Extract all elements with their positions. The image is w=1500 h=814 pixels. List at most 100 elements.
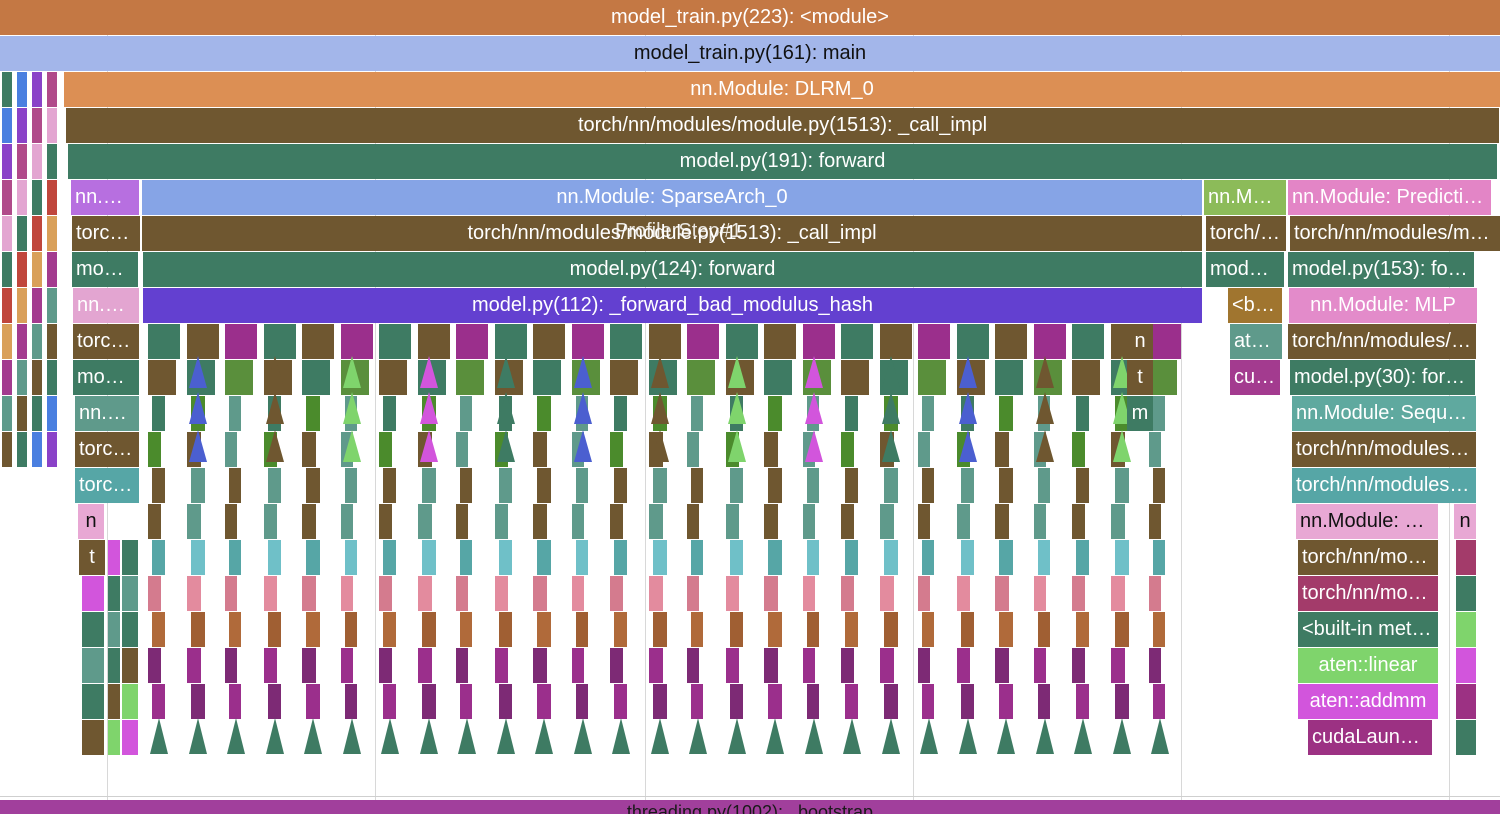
trace-slice[interactable]: nn.Module: Sequential xyxy=(1292,396,1476,431)
call-bar xyxy=(918,432,930,467)
call-bar xyxy=(575,684,588,719)
trace-slice[interactable]: model.py(153): forward xyxy=(1288,252,1474,287)
call-bar xyxy=(344,540,357,575)
call-bar xyxy=(17,252,27,287)
trace-slice[interactable]: torch/nn/modules/module.py(1513): _call_… xyxy=(66,108,1499,143)
trace-slice[interactable]: nn.Module: MLP xyxy=(1289,288,1477,323)
flow-arrow-icon xyxy=(342,356,361,388)
call-bar xyxy=(841,576,854,611)
call-bar xyxy=(152,612,165,647)
call-bar xyxy=(267,684,281,719)
call-bar xyxy=(32,144,42,179)
call-bar xyxy=(999,612,1013,647)
call-bar xyxy=(995,576,1009,611)
call-bar xyxy=(122,540,138,575)
trace-slice[interactable]: m xyxy=(1127,396,1153,431)
call-bar xyxy=(956,648,970,683)
trace-slice[interactable]: aten::linear xyxy=(1298,648,1438,683)
trace-slice[interactable]: nn.Module: ... xyxy=(71,180,139,215)
call-bar xyxy=(17,432,27,467)
call-bar xyxy=(1114,540,1129,575)
call-bar xyxy=(2,288,12,323)
flow-arrow-icon xyxy=(804,430,823,462)
trace-slice[interactable]: nn.Module: Linear xyxy=(1296,504,1438,539)
trace-slice[interactable]: model.py(...): forward xyxy=(72,252,138,287)
call-bar xyxy=(152,684,165,719)
call-bar xyxy=(1456,540,1476,575)
call-bar xyxy=(32,108,42,143)
trace-slice[interactable]: torch/nn/modules/module.py xyxy=(75,468,139,503)
trace-slice[interactable]: <built-in method> xyxy=(1298,612,1438,647)
trace-slice[interactable]: aten::addmm xyxy=(1298,684,1438,719)
trace-slice[interactable]: nn.Module: ... xyxy=(1204,180,1286,215)
trace-slice[interactable]: model.py(...): forward xyxy=(73,360,139,395)
call-bar xyxy=(32,324,42,359)
trace-slice[interactable]: torch/nn/modules/module.py xyxy=(1292,432,1476,467)
call-bar xyxy=(995,360,1023,395)
trace-slice[interactable]: n xyxy=(1127,324,1153,359)
trace-slice[interactable]: torch/nn/modules/module.py xyxy=(1298,540,1438,575)
time-gridline xyxy=(913,0,914,800)
trace-slice[interactable]: nn.Module: ... xyxy=(75,396,139,431)
trace-slice[interactable]: nn.Module: ... xyxy=(73,288,139,323)
trace-slice[interactable]: torch/nn/modules/module.py(1513): _call_… xyxy=(142,216,1202,251)
call-bar xyxy=(494,576,508,611)
call-bar xyxy=(421,540,436,575)
trace-slice[interactable]: nn.Module: DLRM_0 xyxy=(64,72,1500,107)
call-bar xyxy=(1153,612,1165,647)
trace-slice[interactable]: nn.Module: SparseArch_0 xyxy=(142,180,1202,215)
trace-slice[interactable]: model_train.py(161): main xyxy=(0,36,1500,71)
call-bar xyxy=(152,396,165,431)
trace-slice[interactable]: n xyxy=(1454,504,1476,539)
call-bar xyxy=(122,576,138,611)
call-bar xyxy=(687,432,699,467)
trace-slice[interactable]: model.py(124): forward xyxy=(143,252,1202,287)
flow-arrow-icon xyxy=(573,392,592,424)
trace-slice[interactable]: model_train.py(223): <module> xyxy=(0,0,1500,35)
trace-slice[interactable]: torch/nn/modules/module.py xyxy=(75,432,139,467)
call-bar xyxy=(687,648,699,683)
flow-arrow-icon xyxy=(1112,392,1131,424)
call-bar xyxy=(610,432,623,467)
trace-slice[interactable]: torch/nn/modules/module.py(1513): _call_… xyxy=(1290,216,1500,251)
trace-slice[interactable]: model.py(191): forward xyxy=(68,144,1497,179)
trace-slice[interactable]: torch/nn/modules/module.py xyxy=(73,324,139,359)
call-bar xyxy=(17,216,27,251)
call-bar xyxy=(571,576,584,611)
trace-slice[interactable]: model.py(112): _forward_bad_modulus_hash xyxy=(143,288,1202,323)
call-bar xyxy=(922,468,934,503)
trace-slice[interactable]: model.py(...): forward xyxy=(1206,252,1284,287)
trace-slice[interactable]: t xyxy=(79,540,105,575)
trace-slice[interactable]: torch/nn/modules/module.py xyxy=(1298,576,1438,611)
flow-arrow-icon xyxy=(1112,430,1131,462)
call-bar xyxy=(956,576,970,611)
call-bar xyxy=(1114,612,1129,647)
trace-slice[interactable]: n xyxy=(78,504,104,539)
call-bar xyxy=(1149,576,1161,611)
call-bar xyxy=(302,324,334,359)
call-bar xyxy=(417,324,450,359)
trace-slice[interactable]: cuda... xyxy=(1230,360,1280,395)
trace-slice[interactable]: <built-in method> xyxy=(1228,288,1282,323)
call-bar xyxy=(82,648,104,683)
call-bar xyxy=(2,324,12,359)
call-bar xyxy=(1076,396,1089,431)
trace-slice[interactable]: aten::... xyxy=(1230,324,1282,359)
call-bar xyxy=(2,144,12,179)
call-bar xyxy=(186,576,201,611)
flow-arrow-icon xyxy=(458,718,476,754)
trace-slice[interactable]: model.py(30): forward xyxy=(1290,360,1475,395)
flow-arrow-icon xyxy=(958,356,977,388)
bottom-thread-track[interactable]: threading.py(1002): _bootstrap xyxy=(0,800,1500,814)
call-bar xyxy=(2,252,12,287)
trace-slice[interactable]: cudaLaunchKernel xyxy=(1308,720,1432,755)
trace-slice[interactable]: torch/nn/modules/module.py xyxy=(1288,324,1476,359)
trace-slice[interactable]: t xyxy=(1127,360,1153,395)
call-bar xyxy=(47,108,57,143)
trace-slice[interactable]: torch/nn/modules/module.py(1513): _call_… xyxy=(1206,216,1286,251)
call-bar xyxy=(879,576,894,611)
trace-slice[interactable]: nn.Module: PredictionArch xyxy=(1288,180,1491,215)
trace-slice[interactable]: torch/nn/modules/module.py xyxy=(1292,468,1476,503)
trace-slice[interactable]: torch/nn/modules/module.py(1513): _call_… xyxy=(72,216,140,251)
